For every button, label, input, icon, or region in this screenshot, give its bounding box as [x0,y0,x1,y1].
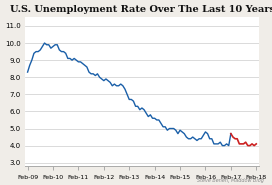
Text: Steve Benen, Maddow Blog: Steve Benen, Maddow Blog [197,178,264,183]
Title: U.S. Unemployment Rate Over The Last 10 Years: U.S. Unemployment Rate Over The Last 10 … [10,5,272,14]
